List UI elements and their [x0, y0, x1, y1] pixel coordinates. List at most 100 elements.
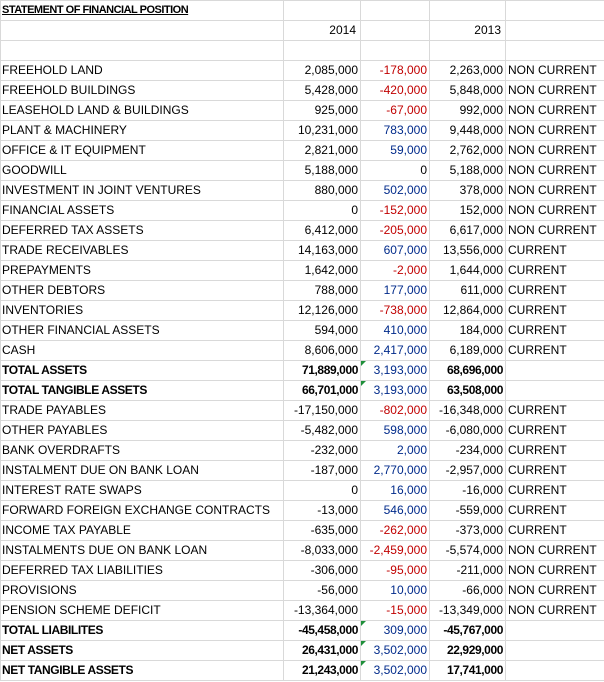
change-cell[interactable]: -95,000 — [360, 560, 430, 581]
classification-cell[interactable]: NON CURRENT — [505, 600, 604, 621]
value-2013-cell[interactable]: -16,000 — [429, 480, 506, 501]
change-cell[interactable]: 10,000 — [360, 580, 430, 601]
classification-cell[interactable]: CURRENT — [505, 340, 604, 361]
value-2013-cell[interactable]: 2,762,000 — [429, 140, 506, 161]
classification-cell[interactable]: CURRENT — [505, 520, 604, 541]
value-2013-cell[interactable]: 2,263,000 — [429, 60, 506, 81]
line-item-label[interactable]: INVESTMENT IN JOINT VENTURES — [0, 180, 284, 201]
change-cell[interactable]: 309,000 — [360, 620, 430, 641]
change-cell[interactable]: 2,000 — [360, 440, 430, 461]
value-2013-cell[interactable]: 68,696,000 — [429, 360, 506, 381]
change-cell[interactable]: 2,417,000 — [360, 340, 430, 361]
value-2014-cell[interactable]: 5,428,000 — [283, 80, 361, 101]
classification-cell[interactable]: NON CURRENT — [505, 80, 604, 101]
value-2013-cell[interactable]: 22,929,000 — [429, 640, 506, 661]
empty-cell[interactable] — [360, 0, 430, 21]
value-2013-cell[interactable]: 12,864,000 — [429, 300, 506, 321]
value-2014-cell[interactable]: -13,000 — [283, 500, 361, 521]
value-2013-cell[interactable]: 5,188,000 — [429, 160, 506, 181]
line-item-label[interactable]: INVENTORIES — [0, 300, 284, 321]
classification-cell[interactable]: CURRENT — [505, 300, 604, 321]
value-2014-cell[interactable]: -17,150,000 — [283, 400, 361, 421]
value-2014-cell[interactable]: 925,000 — [283, 100, 361, 121]
value-2013-cell[interactable]: -559,000 — [429, 500, 506, 521]
change-cell[interactable]: 0 — [360, 160, 430, 181]
line-item-label[interactable]: INSTALMENT DUE ON BANK LOAN — [0, 460, 284, 481]
change-cell[interactable]: -152,000 — [360, 200, 430, 221]
value-2014-cell[interactable]: 10,231,000 — [283, 120, 361, 141]
line-item-label[interactable]: PROVISIONS — [0, 580, 284, 601]
value-2013-cell[interactable]: 63,508,000 — [429, 380, 506, 401]
value-2013-cell[interactable]: -16,348,000 — [429, 400, 506, 421]
value-2013-cell[interactable]: 9,448,000 — [429, 120, 506, 141]
change-cell[interactable]: 3,193,000 — [360, 380, 430, 401]
value-2014-cell[interactable]: 5,188,000 — [283, 160, 361, 181]
value-2014-cell[interactable]: 0 — [283, 200, 361, 221]
line-item-label[interactable]: BANK OVERDRAFTS — [0, 440, 284, 461]
classification-cell[interactable] — [505, 360, 604, 381]
value-2014-cell[interactable]: 21,243,000 — [283, 660, 361, 681]
change-cell[interactable]: 410,000 — [360, 320, 430, 341]
line-item-label[interactable]: FREEHOLD BUILDINGS — [0, 80, 284, 101]
value-2013-cell[interactable]: 378,000 — [429, 180, 506, 201]
line-item-label[interactable]: INSTALMENTS DUE ON BANK LOAN — [0, 540, 284, 561]
value-2014-cell[interactable]: 1,642,000 — [283, 260, 361, 281]
value-2013-cell[interactable]: 1,644,000 — [429, 260, 506, 281]
value-2014-cell[interactable]: -45,458,000 — [283, 620, 361, 641]
classification-cell[interactable]: NON CURRENT — [505, 140, 604, 161]
line-item-label[interactable]: DEFERRED TAX ASSETS — [0, 220, 284, 241]
line-item-label[interactable]: INTEREST RATE SWAPS — [0, 480, 284, 501]
value-2013-cell[interactable]: -13,349,000 — [429, 600, 506, 621]
value-2013-cell[interactable]: -211,000 — [429, 560, 506, 581]
change-cell[interactable]: 3,502,000 — [360, 640, 430, 661]
value-2014-cell[interactable]: 71,889,000 — [283, 360, 361, 381]
empty-cell[interactable] — [283, 0, 361, 21]
change-cell[interactable]: 607,000 — [360, 240, 430, 261]
value-2013-cell[interactable]: 611,000 — [429, 280, 506, 301]
line-item-label[interactable]: OTHER FINANCIAL ASSETS — [0, 320, 284, 341]
empty-cell[interactable] — [505, 20, 604, 41]
classification-cell[interactable]: NON CURRENT — [505, 180, 604, 201]
classification-cell[interactable]: CURRENT — [505, 400, 604, 421]
change-cell[interactable]: -2,000 — [360, 260, 430, 281]
value-2014-cell[interactable]: 66,701,000 — [283, 380, 361, 401]
value-2013-cell[interactable]: 152,000 — [429, 200, 506, 221]
year-header-2014[interactable]: 2014 — [283, 20, 361, 41]
empty-cell[interactable] — [505, 0, 604, 21]
value-2014-cell[interactable]: -232,000 — [283, 440, 361, 461]
value-2013-cell[interactable]: 992,000 — [429, 100, 506, 121]
line-item-label[interactable]: TOTAL LIABILITES — [0, 620, 284, 641]
classification-cell[interactable]: NON CURRENT — [505, 560, 604, 581]
classification-cell[interactable]: NON CURRENT — [505, 220, 604, 241]
classification-cell[interactable]: CURRENT — [505, 440, 604, 461]
change-cell[interactable]: -67,000 — [360, 100, 430, 121]
classification-cell[interactable]: CURRENT — [505, 420, 604, 441]
line-item-label[interactable]: FINANCIAL ASSETS — [0, 200, 284, 221]
change-cell[interactable]: -15,000 — [360, 600, 430, 621]
line-item-label[interactable]: TRADE PAYABLES — [0, 400, 284, 421]
value-2014-cell[interactable]: -187,000 — [283, 460, 361, 481]
value-2013-cell[interactable]: -6,080,000 — [429, 420, 506, 441]
change-cell[interactable]: 59,000 — [360, 140, 430, 161]
classification-cell[interactable]: CURRENT — [505, 240, 604, 261]
value-2014-cell[interactable]: 12,126,000 — [283, 300, 361, 321]
empty-cell[interactable] — [360, 20, 430, 41]
value-2014-cell[interactable]: 26,431,000 — [283, 640, 361, 661]
value-2014-cell[interactable]: -13,364,000 — [283, 600, 361, 621]
empty-cell[interactable] — [0, 20, 284, 41]
change-cell[interactable]: -205,000 — [360, 220, 430, 241]
line-item-label[interactable]: CASH — [0, 340, 284, 361]
value-2013-cell[interactable]: 184,000 — [429, 320, 506, 341]
change-cell[interactable]: 16,000 — [360, 480, 430, 501]
classification-cell[interactable]: CURRENT — [505, 320, 604, 341]
classification-cell[interactable]: CURRENT — [505, 480, 604, 501]
classification-cell[interactable] — [505, 620, 604, 641]
empty-cell[interactable] — [429, 0, 506, 21]
classification-cell[interactable] — [505, 380, 604, 401]
change-cell[interactable]: 2,770,000 — [360, 460, 430, 481]
change-cell[interactable]: 3,193,000 — [360, 360, 430, 381]
line-item-label[interactable]: LEASEHOLD LAND & BUILDINGS — [0, 100, 284, 121]
change-cell[interactable]: -262,000 — [360, 520, 430, 541]
line-item-label[interactable]: NET ASSETS — [0, 640, 284, 661]
value-2013-cell[interactable]: -2,957,000 — [429, 460, 506, 481]
